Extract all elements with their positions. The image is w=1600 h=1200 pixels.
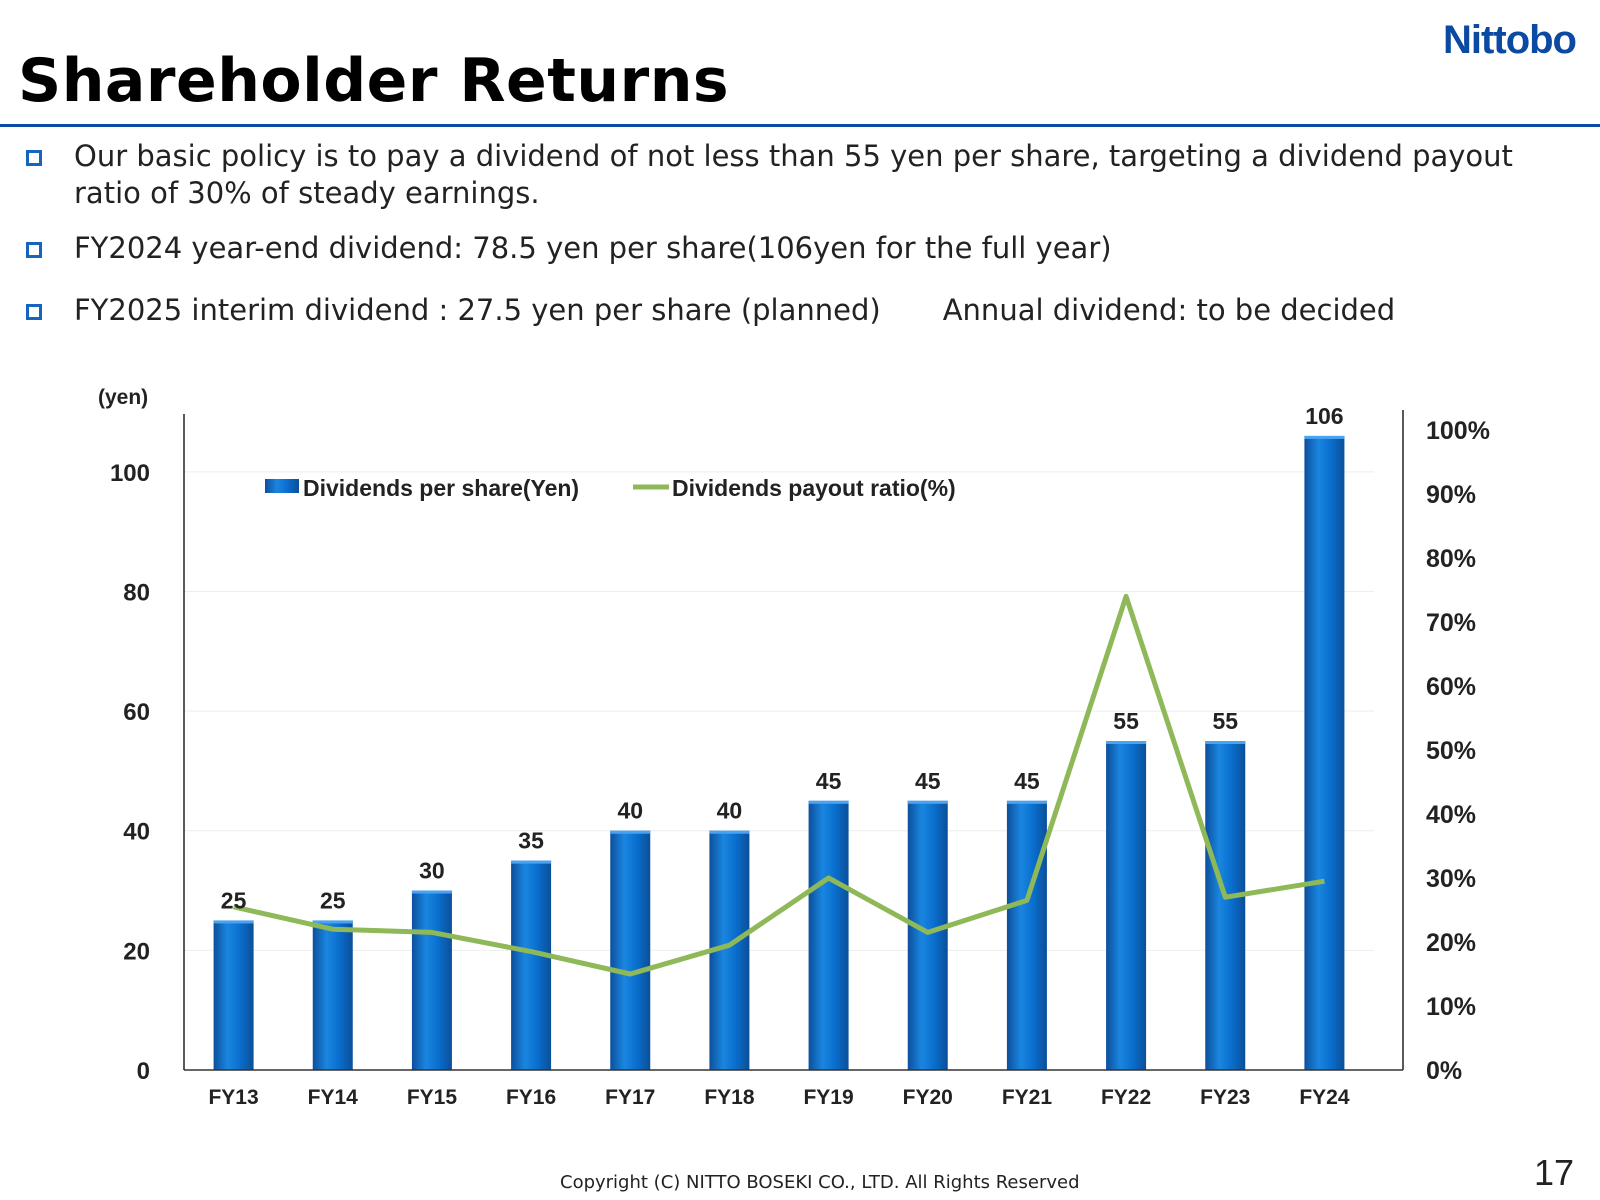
x-tick-label: FY13 <box>208 1086 258 1109</box>
bar-data-label: 45 <box>816 768 842 794</box>
x-tick-label: FY17 <box>605 1086 655 1109</box>
bar <box>907 800 948 1070</box>
bar-data-label: 30 <box>419 858 445 884</box>
bar-top-highlight <box>1006 800 1047 804</box>
fy2025-interim-text: FY2025 interim dividend : 27.5 yen per s… <box>74 293 881 327</box>
copyright-footer: Copyright (C) NITTO BOSEKI CO., LTD. All… <box>560 1172 1080 1193</box>
title-divider <box>0 124 1600 127</box>
bar <box>312 920 353 1070</box>
dividend-chart: 25 25 30 35 40 40 45 45 45 55 55 106 0 20 40 60 80 100 (y… <box>98 386 1490 1109</box>
y-left-tick-label: 100 <box>110 460 150 487</box>
y-left-tick-label: 0 <box>137 1058 150 1085</box>
y-left-tick-label: 80 <box>123 579 150 606</box>
y-right-tick-label: 0% <box>1426 1057 1462 1085</box>
bar-data-label: 55 <box>1212 708 1238 734</box>
y-right-tick-label: 80% <box>1426 545 1476 573</box>
bar-top-highlight <box>709 830 750 834</box>
bar-top-highlight <box>808 800 849 804</box>
bar-top-highlight <box>1106 741 1147 744</box>
legend-line-label: Dividends payout ratio(%) <box>672 475 956 501</box>
y-right-tick-label: 100% <box>1426 417 1490 445</box>
x-tick-label: FY14 <box>308 1086 359 1109</box>
square-bullet-icon <box>26 242 42 258</box>
x-tick-label: FY15 <box>407 1086 458 1109</box>
bar-data-label: 25 <box>320 887 346 913</box>
bar <box>610 830 651 1070</box>
x-tick-label: FY23 <box>1200 1086 1250 1109</box>
page-title: Shareholder Returns <box>18 46 730 116</box>
annual-dividend-text: Annual dividend: to be decided <box>942 293 1396 327</box>
y-left-axis-label: (yen) <box>98 386 148 409</box>
bar-top-highlight <box>213 920 254 924</box>
bar-data-label: 55 <box>1113 708 1139 734</box>
bar <box>1304 435 1345 1071</box>
y-right-tick-label: 70% <box>1426 609 1476 637</box>
y-right-tick-label: 90% <box>1426 481 1476 509</box>
x-tick-label: FY18 <box>704 1086 755 1109</box>
line-series <box>233 593 1325 977</box>
y-left-tick-label: 40 <box>123 819 150 846</box>
bar-data-label: 45 <box>915 768 941 794</box>
bar <box>411 890 452 1070</box>
bar <box>213 920 254 1070</box>
bar <box>1205 741 1246 1070</box>
bar-top-highlight <box>411 890 452 894</box>
bar-data-label: 25 <box>221 887 247 913</box>
y-left-tick-label: 20 <box>123 938 150 965</box>
bar-data-label: 40 <box>717 798 743 824</box>
data-labels: 25 25 30 35 40 40 45 45 45 55 55 106 <box>221 403 1344 914</box>
x-tick-label: FY19 <box>803 1086 853 1109</box>
bar-series <box>213 435 1345 1071</box>
y-right-tick-label: 20% <box>1426 929 1476 957</box>
bar-data-label: 40 <box>617 798 643 824</box>
chart-legend: Dividends per share(Yen) Dividends payout… <box>265 475 956 501</box>
y-right-tick-label: 40% <box>1426 801 1476 829</box>
fy2025-dividend-line: FY2025 interim dividend : 27.5 yen per s… <box>74 292 1571 329</box>
bar-top-highlight <box>610 830 651 834</box>
bar-data-label: 45 <box>1014 768 1040 794</box>
y-right-tick-label: 50% <box>1426 737 1476 765</box>
x-tick-label: FY21 <box>1002 1086 1053 1109</box>
policy-bullet-text: Our basic policy is to pay a dividend of… <box>74 139 1513 210</box>
bar <box>1006 800 1047 1070</box>
nittobo-logo: Nittobo <box>1443 18 1577 62</box>
bar <box>1106 741 1147 1070</box>
x-tick-label: FY24 <box>1299 1086 1350 1109</box>
gridlines <box>184 471 1374 951</box>
legend-bar-swatch <box>265 479 299 493</box>
y-left-tick-label: 60 <box>123 699 150 726</box>
y-right-tick-label: 10% <box>1426 993 1476 1021</box>
legend-bar-label: Dividends per share(Yen) <box>303 475 579 501</box>
fy2024-dividend-text: FY2024 year-end dividend: 78.5 yen per s… <box>74 231 1112 265</box>
y-right-tick-label: 60% <box>1426 673 1476 701</box>
square-bullet-icon <box>26 150 42 166</box>
bar <box>511 860 552 1070</box>
bar-top-highlight <box>1205 741 1246 744</box>
bar <box>808 800 849 1070</box>
square-bullet-icon <box>26 304 42 320</box>
x-tick-label: FY16 <box>506 1086 556 1109</box>
bar-top-highlight <box>312 920 353 924</box>
bar-data-label: 35 <box>518 828 544 854</box>
y-right-tick-label: 30% <box>1426 865 1476 893</box>
x-tick-label: FY20 <box>903 1086 953 1109</box>
payout-ratio-line <box>233 593 1325 977</box>
bar-top-highlight <box>511 860 552 864</box>
x-tick-label: FY22 <box>1101 1086 1151 1109</box>
axes: 0 20 40 60 80 100 (yen) 0% 10% 20% 30% 40% 50% 60% 70%… <box>98 386 1490 1109</box>
bar-top-highlight <box>907 800 948 804</box>
bar-top-highlight <box>1304 435 1345 439</box>
bar-data-label: 106 <box>1305 403 1343 429</box>
page-number: 17 <box>1533 1152 1574 1193</box>
